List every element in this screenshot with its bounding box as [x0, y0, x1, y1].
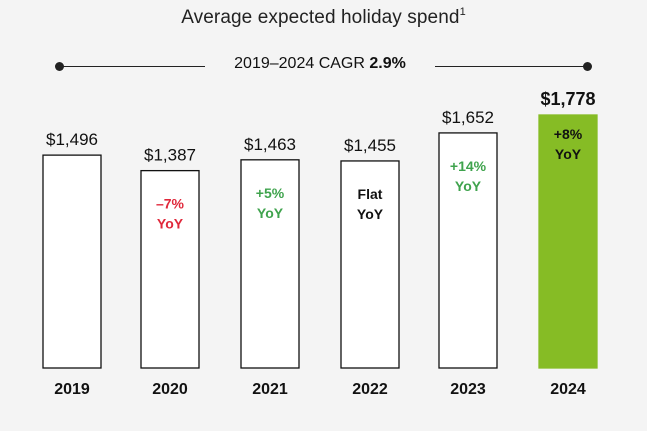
x-tick-label-2023: 2023	[450, 381, 486, 398]
value-label-2021: $1,463	[244, 135, 296, 154]
value-label-2023: $1,652	[442, 108, 494, 127]
yoy-change-2023: +14%	[450, 158, 487, 174]
x-tick-label-2022: 2022	[352, 381, 388, 398]
cagr-annotation: 2019–2024 CAGR 2.9%	[205, 55, 435, 73]
yoy-unit-2022: YoY	[357, 206, 384, 222]
x-tick-label-2019: 2019	[54, 381, 90, 398]
cagr-right-dot	[583, 62, 592, 71]
cagr-label: 2019–2024 CAGR	[234, 55, 365, 72]
cagr-right-line	[435, 66, 587, 67]
yoy-unit-2021: YoY	[257, 205, 284, 221]
bar-2024	[538, 114, 598, 369]
cagr-value: 2.9%	[369, 55, 406, 72]
bar-2022	[340, 160, 400, 369]
value-label-2020: $1,387	[144, 146, 196, 165]
value-label-2024: $1,778	[540, 89, 595, 109]
bar-2021	[240, 159, 300, 369]
yoy-change-2022: Flat	[358, 186, 383, 202]
title-footnote-marker: 1	[459, 6, 466, 18]
bar-2019	[42, 154, 102, 369]
yoy-change-2021: +5%	[256, 185, 285, 201]
bar-2023	[438, 132, 498, 369]
yoy-unit-2020: YoY	[157, 216, 184, 232]
x-tick-label-2021: 2021	[252, 381, 288, 398]
x-tick-label-2020: 2020	[152, 381, 188, 398]
yoy-change-2020: –7%	[156, 196, 185, 212]
yoy-change-2024: +8%	[554, 126, 583, 142]
value-label-2022: $1,455	[344, 136, 396, 155]
chart-title: Average expected holiday spend1	[0, 6, 647, 29]
cagr-left-line	[59, 66, 205, 67]
yoy-unit-2023: YoY	[455, 178, 482, 194]
x-tick-label-2024: 2024	[550, 381, 586, 398]
value-label-2019: $1,496	[46, 130, 98, 149]
yoy-unit-2024: YoY	[555, 146, 582, 162]
chart-title-text: Average expected holiday spend	[181, 7, 460, 28]
bar-2020	[140, 169, 200, 369]
